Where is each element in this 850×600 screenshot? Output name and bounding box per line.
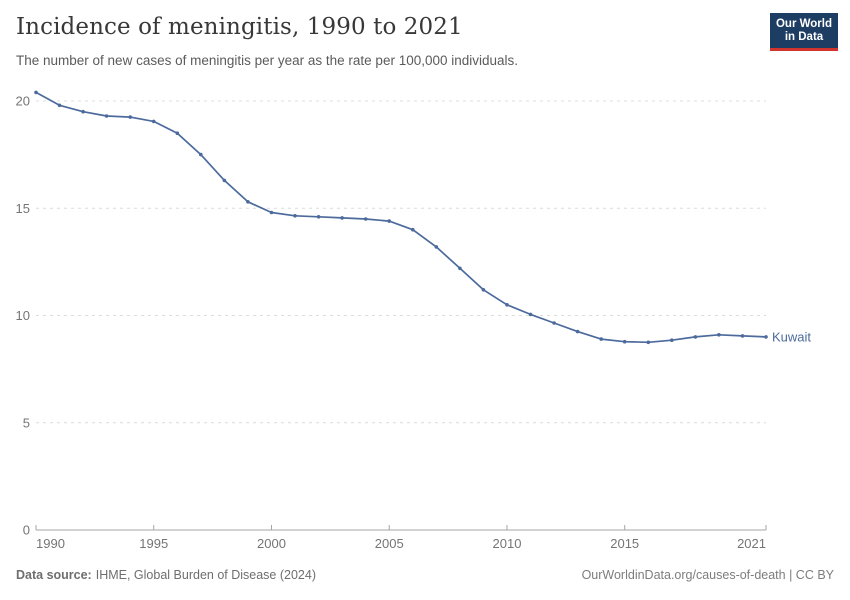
data-point [646, 340, 651, 345]
data-point [481, 288, 486, 292]
data-point [151, 119, 156, 124]
data-source-label: Data source: [16, 568, 92, 582]
x-axis-tick-label: 1990 [36, 536, 65, 551]
page-subtitle: The number of new cases of meningitis pe… [16, 53, 519, 68]
x-axis-tick-label: 2021 [737, 536, 766, 551]
y-axis-tick-label: 20 [16, 94, 30, 109]
data-source-value: IHME, Global Burden of Disease (2024) [95, 568, 316, 582]
data-point [269, 210, 274, 215]
line-chart: 0 5 10 15 20 1990 1995 2000 2005 2010 2015 2021 Kuwa… [16, 90, 811, 551]
data-point [528, 312, 533, 317]
data-point [387, 219, 392, 223]
y-axis-tick-label: 15 [16, 201, 30, 216]
data-point [693, 335, 698, 339]
data-point [363, 217, 368, 221]
data-point [552, 321, 556, 325]
data-point [505, 303, 509, 307]
page-title: Incidence of meningitis, 1990 to 2021 [16, 14, 463, 40]
chart-footer: Data source: IHME, Global Burden of Disea… [16, 568, 834, 582]
data-point [316, 215, 321, 219]
data-point [764, 335, 768, 339]
data-point [599, 337, 603, 341]
data-point [434, 245, 439, 249]
data-point [81, 109, 85, 114]
data-point [340, 216, 344, 220]
x-axis-tick-label: 2005 [375, 536, 404, 551]
data-point [104, 114, 109, 118]
data-point [175, 131, 180, 135]
series-end-label: Kuwait [772, 329, 811, 344]
data-source: Data source: IHME, Global Burden of Disea… [16, 568, 316, 582]
data-point [622, 339, 627, 344]
data-point [199, 152, 203, 157]
data-point [34, 90, 38, 95]
data-point [57, 103, 62, 108]
y-axis-tick-label: 0 [23, 523, 30, 538]
data-point [740, 334, 745, 338]
data-point [246, 200, 250, 204]
data-point [575, 329, 580, 334]
data-point [293, 214, 297, 218]
data-point [128, 115, 132, 119]
x-axis-tick-label: 1995 [139, 536, 168, 551]
x-axis-tick-label: 2000 [257, 536, 286, 551]
footer-citation-link[interactable]: OurWorldinData.org/causes-of-death | CC … [581, 568, 834, 582]
owid-logo[interactable]: Our World in Data [770, 13, 838, 51]
x-axis-tick-label: 2015 [610, 536, 639, 551]
data-series-line [35, 91, 767, 344]
logo-line1: Our World [775, 17, 832, 30]
data-point [411, 227, 415, 232]
y-axis-tick-label: 10 [16, 308, 30, 323]
x-axis-tick-label: 2010 [493, 536, 522, 551]
logo-line2: in Data [784, 30, 824, 43]
data-point [717, 333, 721, 337]
data-point [222, 178, 227, 183]
data-point [458, 266, 462, 271]
y-axis-tick-label: 5 [23, 415, 30, 430]
data-point [670, 338, 674, 342]
